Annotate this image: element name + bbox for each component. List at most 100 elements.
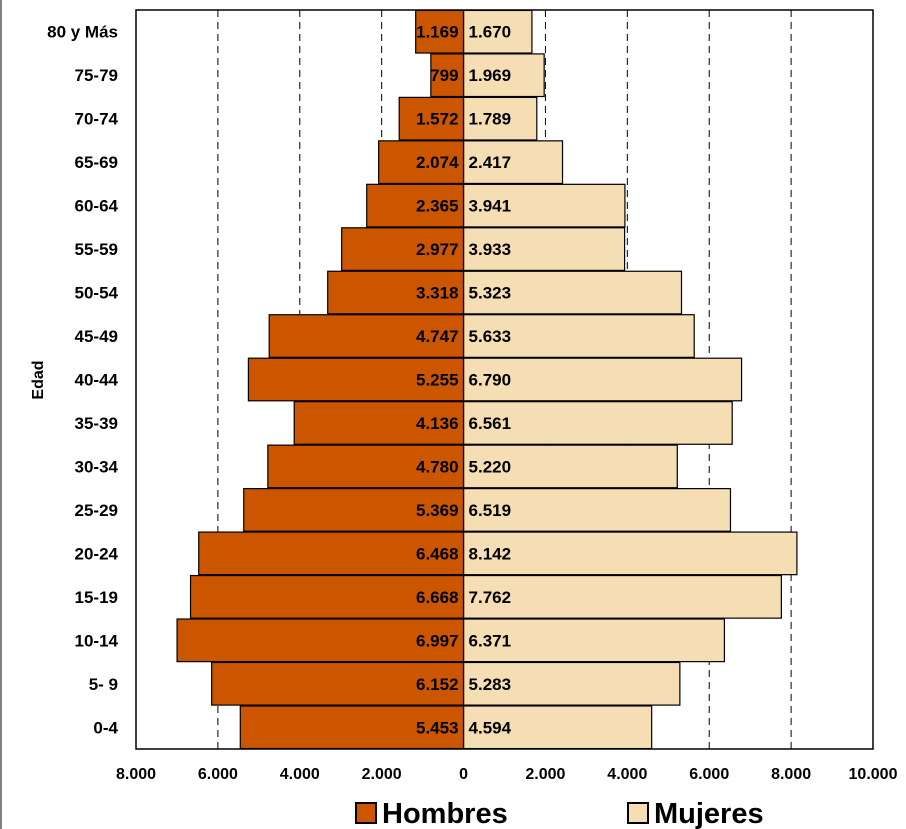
data-label-mujeres: 6.371: [469, 631, 512, 650]
data-labels: 1.169 1.670 799 1.969 1.572 1.789 2.074 2.417 2.…: [416, 23, 512, 738]
data-label-mujeres: 5.633: [469, 327, 512, 346]
data-label-mujeres: 6.519: [469, 501, 512, 520]
x-tick-label: 2.000: [525, 766, 565, 783]
bar-hombres: [341, 227, 465, 271]
bar-mujeres: [462, 401, 733, 445]
bar-hombres: [398, 96, 465, 141]
bar-mujeres: [462, 574, 782, 619]
data-label-mujeres: 3.941: [469, 197, 512, 216]
y-tick-label: 20-24: [75, 544, 119, 563]
data-label-hombres: 5.453: [416, 718, 459, 737]
data-label-mujeres: 1.670: [469, 23, 512, 42]
x-tick-label: 8.000: [771, 766, 811, 783]
y-tick-label: 45-49: [75, 327, 118, 346]
y-tick-label: 10-14: [75, 631, 119, 650]
y-tick-label: 80 y Más: [47, 23, 118, 42]
x-tick-label: 8.000: [116, 766, 156, 783]
y-tick-label: 0-4: [93, 718, 118, 737]
bar-mujeres: [462, 705, 653, 750]
data-label-hombres: 1.169: [416, 23, 459, 42]
bar-hombres: [243, 488, 465, 532]
bar-hombres: [267, 444, 465, 489]
x-tick-label: 2.000: [362, 766, 402, 783]
bar-mujeres: [462, 183, 626, 228]
bars: [176, 9, 798, 750]
x-tick-label: 10.000: [849, 766, 898, 783]
bar-mujeres: [462, 531, 798, 576]
bar-hombres: [247, 357, 465, 402]
x-tick-labels: 8.000 6.000 4.000 2.000 0 2.000 4.000 6.000 8.00…: [116, 766, 898, 783]
legend-swatch-mujeres: [627, 802, 649, 824]
data-label-mujeres: 3.933: [469, 240, 512, 259]
data-label-hombres: 4.780: [416, 457, 459, 476]
legend-label-mujeres: Mujeres: [654, 798, 764, 829]
data-label-mujeres: 7.762: [469, 588, 512, 607]
data-label-hombres: 2.365: [416, 197, 459, 216]
x-tick-label: 4.000: [280, 766, 320, 783]
data-label-hombres: 2.074: [416, 153, 459, 172]
data-label-hombres: 6.152: [416, 675, 459, 694]
bar-mujeres: [462, 227, 626, 271]
data-label-mujeres: 5.283: [469, 675, 512, 694]
bar-mujeres: [462, 96, 538, 141]
data-label-mujeres: 2.417: [469, 153, 512, 172]
data-label-hombres: 1.572: [416, 110, 459, 129]
data-label-hombres: 6.468: [416, 544, 459, 563]
bar-mujeres: [462, 357, 743, 402]
data-label-hombres: 799: [430, 66, 458, 85]
legend-label-hombres: Hombres: [382, 798, 508, 829]
data-label-hombres: 5.369: [416, 501, 459, 520]
y-tick-label: 30-34: [75, 457, 119, 476]
bar-hombres: [293, 401, 465, 445]
y-axis-title: Edad: [30, 360, 47, 399]
bar-mujeres: [462, 140, 564, 185]
bar-mujeres: [462, 270, 683, 315]
x-tick-label: 6.000: [198, 766, 238, 783]
y-tick-label: 55-59: [75, 240, 118, 259]
y-tick-label: 75-79: [75, 66, 118, 85]
bar-mujeres: [462, 314, 695, 358]
data-label-mujeres: 4.594: [469, 718, 512, 737]
data-label-hombres: 4.747: [416, 327, 459, 346]
y-tick-labels: 80 y Más 75-79 70-74 65-69 60-64 55-59 50-54 45…: [47, 23, 118, 738]
y-tick-label: 5- 9: [89, 675, 118, 694]
bar-hombres: [268, 314, 465, 358]
x-tick-label: 4.000: [607, 766, 647, 783]
y-tick-label: 40-44: [75, 371, 119, 390]
data-label-hombres: 5.255: [416, 371, 459, 390]
chart-border-left: [0, 0, 2, 829]
bar-hombres: [239, 705, 465, 750]
y-tick-label: 25-29: [75, 501, 118, 520]
x-tick-label: 0: [459, 766, 468, 783]
data-label-mujeres: 6.561: [469, 414, 512, 433]
bar-hombres: [211, 661, 465, 706]
data-label-mujeres: 6.790: [469, 371, 512, 390]
bar-hombres: [189, 574, 465, 619]
bar-hombres: [430, 53, 465, 98]
data-label-hombres: 4.136: [416, 414, 459, 433]
y-tick-label: 60-64: [75, 197, 119, 216]
bar-hombres: [378, 140, 465, 185]
y-tick-label: 65-69: [75, 153, 118, 172]
legend: Hombres Mujeres: [355, 798, 764, 829]
data-label-mujeres: 1.969: [469, 66, 512, 85]
y-tick-label: 35-39: [75, 414, 118, 433]
data-label-hombres: 3.318: [416, 284, 459, 303]
data-label-hombres: 6.668: [416, 588, 459, 607]
bar-mujeres: [462, 661, 681, 706]
y-tick-label: 50-54: [75, 284, 119, 303]
y-tick-label: 15-19: [75, 588, 118, 607]
data-label-mujeres: 5.323: [469, 284, 512, 303]
bar-hombres: [327, 270, 465, 315]
data-label-hombres: 6.997: [416, 631, 459, 650]
data-label-mujeres: 5.220: [469, 457, 512, 476]
y-tick-label: 70-74: [75, 110, 119, 129]
bar-hombres: [366, 183, 465, 228]
data-label-mujeres: 1.789: [469, 110, 512, 129]
bar-mujeres: [462, 53, 545, 98]
bar-hombres: [198, 531, 465, 576]
legend-swatch-hombres: [355, 802, 377, 824]
data-label-hombres: 2.977: [416, 240, 459, 259]
x-tick-label: 6.000: [689, 766, 729, 783]
